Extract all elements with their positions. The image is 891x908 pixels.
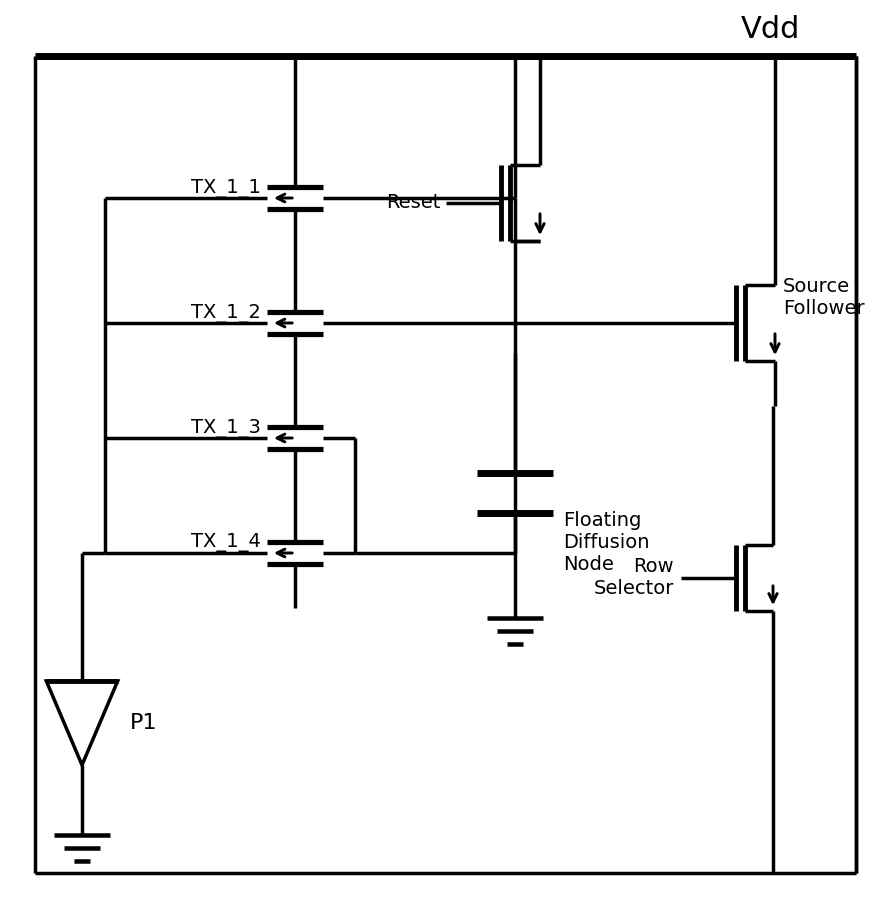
Text: P1: P1	[130, 713, 158, 733]
Text: TX_1_3: TX_1_3	[192, 419, 261, 438]
Text: TX_1_4: TX_1_4	[192, 534, 261, 552]
Text: Reset: Reset	[387, 193, 441, 212]
Text: Vdd: Vdd	[740, 15, 800, 44]
Text: TX_1_2: TX_1_2	[192, 303, 261, 322]
Text: Source
Follower: Source Follower	[783, 278, 864, 319]
Text: Floating
Diffusion
Node: Floating Diffusion Node	[563, 511, 650, 575]
Text: Row
Selector: Row Selector	[593, 558, 674, 598]
Text: TX_1_1: TX_1_1	[192, 179, 261, 198]
